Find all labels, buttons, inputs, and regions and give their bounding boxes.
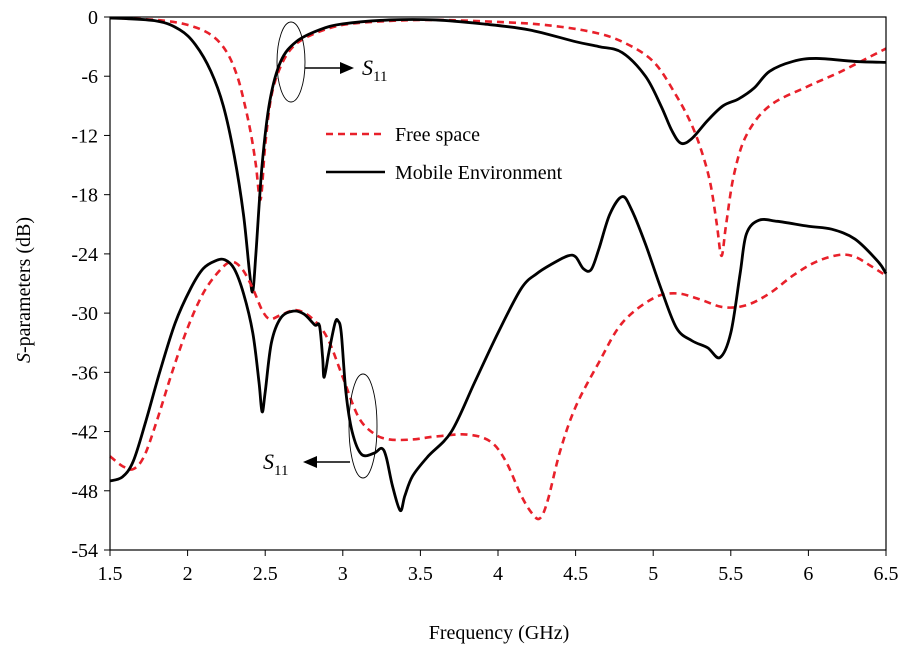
y-tick-label: 0 (88, 7, 98, 29)
y-tick-label: -42 (71, 422, 98, 444)
y-axis-title: S-parameters (dB) (13, 217, 35, 363)
annotation-lower-ellipse (348, 373, 378, 479)
y-tick-label: -18 (71, 185, 98, 207)
annotation-upper-ellipse (276, 21, 306, 103)
y-tick-label: -12 (71, 125, 98, 147)
x-tick-label: 3.5 (408, 563, 433, 585)
legend: Free space Mobile Environment (326, 124, 563, 184)
x-tick-label: 3 (338, 563, 348, 585)
x-tick-label: 6 (803, 563, 813, 585)
annotation-lower-arrowhead (303, 456, 317, 468)
x-tick-label: 4 (493, 563, 503, 585)
series-line-s21-free-space (109, 253, 887, 521)
y-tick-label: -48 (71, 481, 98, 503)
legend-label-free-space: Free space (395, 124, 480, 146)
y-tick-label: -36 (71, 362, 98, 384)
series-line-s11-free-space (109, 16, 887, 258)
y-tick-label: -24 (71, 244, 98, 266)
x-tick-label: 1.5 (98, 563, 123, 585)
series-line-s21-mobile-environment (109, 195, 888, 512)
annotation-upper-arrowhead (340, 62, 354, 74)
y-tick-label: -6 (81, 66, 98, 88)
annotation-upper: S11 (276, 21, 387, 103)
y-tick-label: -54 (71, 540, 98, 562)
x-tick-label: 2.5 (253, 563, 278, 585)
annotation-upper-label: S11 (362, 55, 387, 85)
y-tick-label: -30 (71, 303, 98, 325)
series-group (109, 16, 888, 521)
plot-frame (109, 16, 887, 551)
annotation-lower: S11 (263, 373, 378, 479)
x-tick-label: 5 (648, 563, 658, 585)
x-axis-title: Frequency (GHz) (429, 622, 570, 644)
tick-group: 1.5 2 2.5 3 3.5 4 4.5 5 5.5 6 6.5 0 -6 -12 -18 -24 -30 -3… (71, 7, 898, 585)
legend-label-mobile-environment: Mobile Environment (395, 162, 563, 184)
series-line-s11-mobile-environment (109, 16, 887, 294)
x-tick-label: 6.5 (874, 563, 899, 585)
x-tick-label: 4.5 (563, 563, 588, 585)
x-tick-label: 5.5 (718, 563, 743, 585)
annotation-lower-label: S11 (263, 449, 288, 479)
x-tick-label: 2 (183, 563, 193, 585)
